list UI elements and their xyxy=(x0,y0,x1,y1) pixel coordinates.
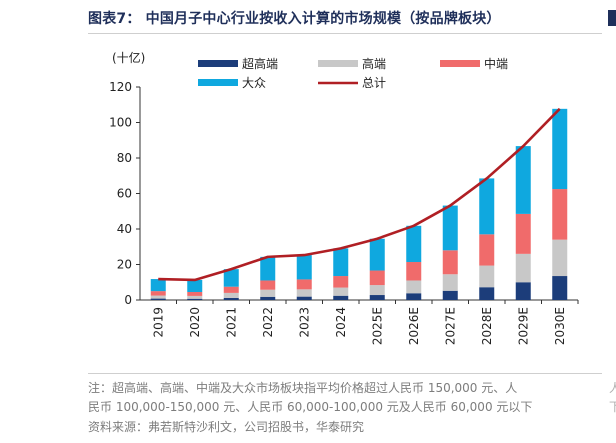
bar-segment-premium xyxy=(260,289,276,297)
bar-segment-mid xyxy=(187,292,203,296)
bar-segment-mid xyxy=(150,291,166,296)
bar-segment-mass xyxy=(406,225,422,263)
legend-label-total: 总计 xyxy=(362,76,386,90)
y-tick-label: 80 xyxy=(117,151,132,165)
x-tick-label: 2021 xyxy=(224,307,238,338)
title-divider xyxy=(88,33,602,34)
bar-segment-premium xyxy=(369,285,385,296)
cropped-glyph-2: 下 xyxy=(609,400,616,414)
legend-label-mass: 大众 xyxy=(242,76,266,90)
bar-segment-mid xyxy=(260,280,276,290)
bar-segment-mid xyxy=(442,250,458,275)
bar-segment-premium xyxy=(223,292,239,298)
figure-title: 图表7： 中国月子中心行业按收入计算的市场规模（按品牌板块） xyxy=(88,11,501,27)
footnote-line-2: 民币 100,000-150,000 元、人民币 60,000-100,000 … xyxy=(88,400,533,414)
bar-segment-mid xyxy=(369,270,385,286)
legend-label-premium: 高端 xyxy=(362,56,386,71)
bar-segment-super_premium xyxy=(296,296,312,300)
y-tick-label: 60 xyxy=(117,187,132,201)
bar-segment-premium xyxy=(515,253,531,283)
x-tick-label: 2027E xyxy=(443,307,457,345)
bar-segment-mass xyxy=(515,146,531,214)
legend-label-super_premium: 超高端 xyxy=(242,56,278,71)
bar-segment-premium xyxy=(296,289,312,297)
total-line xyxy=(158,107,561,282)
x-tick-label: 2025E xyxy=(370,307,384,345)
stacked-bars xyxy=(150,108,568,300)
bar-segment-premium xyxy=(552,239,568,277)
bar-segment-premium xyxy=(187,295,203,299)
legend-swatch-mass xyxy=(198,79,238,86)
bar-segment-super_premium xyxy=(223,297,239,300)
x-tick-label: 2024 xyxy=(334,307,348,338)
y-tick-label: 120 xyxy=(109,80,132,94)
bar-segment-super_premium xyxy=(442,290,458,300)
y-tick-label: 20 xyxy=(117,258,132,272)
bar-segment-mid xyxy=(552,189,568,240)
bar-segment-premium xyxy=(333,287,349,296)
bar-segment-premium xyxy=(442,274,458,291)
bar-segment-premium xyxy=(406,280,422,294)
legend-swatch-premium xyxy=(318,60,358,67)
bar-segment-mass xyxy=(369,238,385,271)
x-tick-label: 2028E xyxy=(480,307,494,345)
bar-segment-super_premium xyxy=(552,276,568,300)
bar-segment-mass xyxy=(260,256,276,281)
x-tick-label: 2026E xyxy=(407,307,421,345)
bar-segment-mid xyxy=(515,213,531,254)
x-tick-label: 2029E xyxy=(516,307,530,345)
bar-segment-mid xyxy=(406,262,422,281)
x-tick-label: 2023 xyxy=(297,307,311,338)
legend-swatch-super_premium xyxy=(198,60,238,67)
cropped-glyph-1: 人 xyxy=(609,381,616,395)
source-line: 资料来源：弗若斯特沙利文，公司招股书，华泰研究 xyxy=(88,420,365,434)
bar-segment-super_premium xyxy=(333,295,349,300)
x-tick-label: 2020 xyxy=(188,307,202,338)
bar-segment-mass xyxy=(442,205,458,251)
bar-segment-mid xyxy=(479,234,495,266)
bar-segment-super_premium xyxy=(515,282,531,300)
note-divider xyxy=(88,373,602,374)
bar-segment-mid xyxy=(333,276,349,288)
bar-segment-super_premium xyxy=(260,296,276,300)
bar-segment-super_premium xyxy=(479,287,495,300)
bar-segment-mass xyxy=(552,108,568,190)
bar-segment-super_premium xyxy=(150,298,166,300)
x-tick-label: 2019 xyxy=(151,307,165,338)
bar-segment-premium xyxy=(150,295,166,299)
bar-segment-premium xyxy=(479,265,495,288)
y-tick-label: 100 xyxy=(109,116,132,130)
adjacent-figure-marker xyxy=(608,10,616,26)
y-tick-label: 40 xyxy=(117,222,132,236)
bar-segment-mass xyxy=(296,255,312,280)
x-tick-label: 2030E xyxy=(553,307,567,345)
y-unit-label: (十亿) xyxy=(112,50,145,65)
bar-segment-mass xyxy=(479,178,495,235)
bar-segment-mass xyxy=(333,248,349,277)
bar-segment-mid xyxy=(223,286,239,293)
footnote-line-1: 注：超高端、高端、中端及大众市场板块指平均价格超过人民币 150,000 元、人 xyxy=(88,381,518,395)
total-line-path xyxy=(158,107,561,282)
bar-segment-super_premium xyxy=(406,293,422,300)
x-tick-label: 2022 xyxy=(261,307,275,338)
bar-segment-super_premium xyxy=(187,298,203,300)
legend-swatch-mid xyxy=(440,60,480,67)
axes: 0 20 40 60 80 100 120 2019 2020 2021 2022 2023 2024 2… xyxy=(109,80,579,345)
bar-segment-mass xyxy=(187,279,203,293)
legend-label-mid: 中端 xyxy=(484,56,508,71)
bar-segment-mass xyxy=(150,279,166,292)
y-tick-label: 0 xyxy=(124,293,132,307)
bar-segment-mass xyxy=(223,269,239,287)
bar-segment-super_premium xyxy=(369,295,385,300)
bar-segment-mid xyxy=(296,279,312,290)
